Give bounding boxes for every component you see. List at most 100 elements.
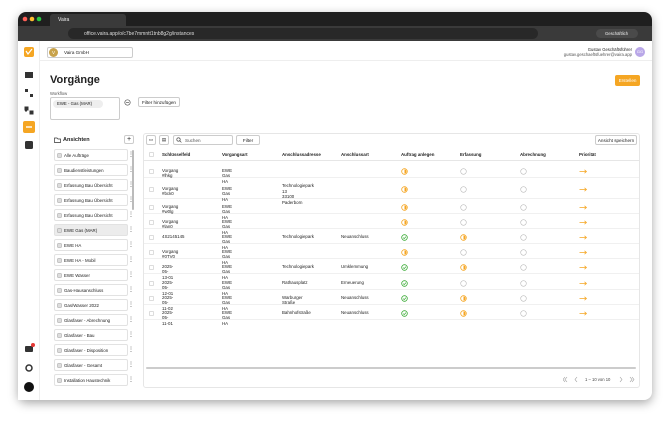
view-menu[interactable]: ⋮: [128, 167, 134, 173]
table-row[interactable]: [144, 259, 639, 274]
columns-button[interactable]: ▤: [159, 135, 169, 145]
column-header: Anschlussart: [341, 152, 369, 157]
view-label: Glasfaser - Abrechnung: [64, 317, 111, 323]
column-header: Abrechnung: [520, 152, 546, 157]
column-header: Auftrag anlegen: [401, 152, 435, 157]
table-row[interactable]: [144, 163, 639, 178]
create-button[interactable]: Erstellen: [615, 75, 640, 86]
view-item[interactable]: Glasfaser - Abrechnung ⋮: [54, 314, 134, 326]
status-icon: [460, 218, 467, 226]
rail-icons: [23, 47, 35, 392]
cell-text: 4S2145145: [162, 233, 185, 239]
view-item[interactable]: Glasfaser - Bau ⋮: [54, 329, 134, 341]
view-menu[interactable]: ⋮: [128, 197, 134, 203]
row-checkbox: [149, 264, 154, 270]
status-icon: [460, 167, 467, 175]
cell-text: Technologiepark: [282, 263, 314, 269]
table-row[interactable]: [144, 178, 639, 199]
view-label: EWE Gas (MAR): [64, 227, 98, 233]
column-header: Schlüsselfeld: [162, 152, 191, 157]
view-item[interactable]: Installation Haustechnik ⋮: [54, 374, 134, 386]
view-menu[interactable]: ⋮: [128, 377, 134, 383]
filter-chip[interactable]: EWE - Gas (MAR): [53, 100, 103, 108]
priority-arrow: [579, 281, 588, 285]
view-menu[interactable]: ⋮: [128, 257, 134, 263]
tab-bar: [18, 12, 652, 26]
view-item[interactable]: EWE Gas (MAR) ⋮: [54, 224, 134, 236]
view-label: EWE Wasser: [64, 272, 90, 278]
save-view-button[interactable]: Ansicht speichern: [595, 135, 637, 145]
table-row[interactable]: [144, 214, 639, 229]
window-controls: [22, 16, 42, 22]
view-menu[interactable]: ⋮: [128, 212, 134, 218]
add-view-button[interactable]: +: [124, 135, 134, 144]
view-menu[interactable]: ⋮: [128, 152, 134, 158]
search-field[interactable]: Suchen: [173, 135, 233, 145]
view-menu[interactable]: ⋮: [128, 302, 134, 308]
row-checkbox: [149, 234, 154, 240]
table-row[interactable]: [144, 244, 639, 259]
cell-text: Warburger Straße: [282, 294, 303, 306]
view-menu[interactable]: ⋮: [128, 362, 134, 368]
view-menu[interactable]: ⋮: [128, 227, 134, 233]
folder-button[interactable]: ▭: [146, 135, 156, 145]
view-item[interactable]: Alle Aufträge ⋮: [54, 149, 134, 161]
address-bar[interactable]: [68, 28, 538, 39]
view-label: Installation Haustechnik: [64, 377, 111, 383]
status-icon: [401, 185, 408, 193]
view-item[interactable]: Erfassung Bau Übersicht ⋮: [54, 179, 134, 191]
pagination-controls[interactable]: [563, 376, 638, 383]
view-item[interactable]: Gas/Wasser 2022 ⋮: [54, 299, 134, 311]
cell-text: Umklemmung: [341, 263, 369, 269]
status-icon: [401, 233, 408, 241]
profile-button[interactable]: [596, 29, 638, 38]
view-item[interactable]: EWE Wasser ⋮: [54, 269, 134, 281]
view-item[interactable]: EWE HA ⋮: [54, 239, 134, 251]
view-menu[interactable]: ⋮: [128, 242, 134, 248]
view-menu[interactable]: ⋮: [128, 317, 134, 323]
view-menu[interactable]: ⋮: [128, 182, 134, 188]
view-menu[interactable]: ⋮: [128, 332, 134, 338]
priority-arrow: [579, 235, 588, 239]
view-item[interactable]: Erfassung Bau Übersicht ⋮: [54, 209, 134, 221]
filter-button[interactable]: Filter: [236, 135, 260, 145]
cell-text: 2025-05-12-01: [162, 279, 174, 296]
view-menu[interactable]: ⋮: [128, 287, 134, 293]
table-row[interactable]: [144, 305, 639, 320]
h-scrollbar: [146, 367, 636, 369]
status-icon: [401, 167, 408, 175]
scrollbar: [132, 150, 134, 210]
tab[interactable]: [50, 14, 126, 26]
view-icon: [57, 198, 62, 203]
view-item[interactable]: Erfassung Bau Übersicht ⋮: [54, 194, 134, 206]
view-item[interactable]: EWE HA - Mobil ⋮: [54, 254, 134, 266]
cell-text: EWE Gas HA: [222, 248, 233, 265]
table-row[interactable]: [144, 290, 639, 305]
status-icon: [520, 263, 527, 271]
view-item[interactable]: Gas-Hausanschluss ⋮: [54, 284, 134, 296]
view-menu[interactable]: ⋮: [128, 272, 134, 278]
org-selector[interactable]: Vaira GmbH: [47, 47, 133, 58]
status-icon: [401, 309, 408, 317]
view-item[interactable]: Glasfaser - Gesamt ⋮: [54, 359, 134, 371]
cell-text: Neuanschluss: [341, 233, 369, 239]
view-item[interactable]: Glasfaser - Disposition ⋮: [54, 344, 134, 356]
table-row[interactable]: [144, 199, 639, 214]
table-row[interactable]: [144, 275, 639, 290]
clear-icon[interactable]: [124, 99, 131, 106]
view-label: EWE HA: [64, 242, 82, 248]
view-label: Glasfaser - Gesamt: [64, 362, 103, 368]
status-icon: [520, 167, 527, 175]
status-icon: [520, 185, 527, 193]
view-menu[interactable]: ⋮: [128, 347, 134, 353]
view-item[interactable]: Baudienstleistungen ⋮: [54, 164, 134, 176]
header-checkbox: [149, 151, 154, 157]
view-label: Erfassung Bau Übersicht: [64, 182, 113, 188]
add-filter-button[interactable]: Filter hinzufügen: [138, 97, 180, 107]
user-avatar[interactable]: GG: [635, 47, 645, 57]
cell-text: Technologiepark 13 33100 Paderborn: [282, 183, 314, 205]
filter-field[interactable]: [50, 97, 120, 120]
cell-text: Vorgang #lhkg: [162, 167, 179, 179]
table-row[interactable]: [144, 229, 639, 244]
view-label: Baudienstleistungen: [64, 167, 104, 173]
